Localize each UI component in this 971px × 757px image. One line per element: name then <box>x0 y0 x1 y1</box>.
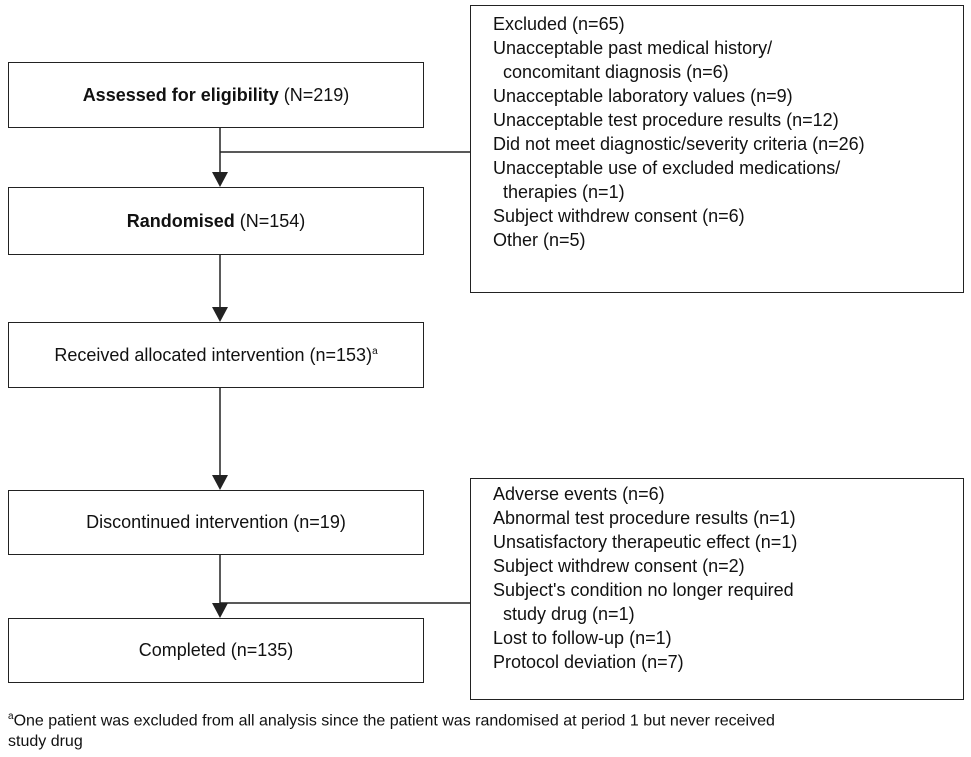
step-count: (N=154) <box>234 210 306 231</box>
footnote-marker: a <box>8 711 14 722</box>
reason-line: therapies (n=1) <box>503 182 625 202</box>
footnote-text: One patient was excluded from all analys… <box>13 712 775 730</box>
step-box: Assessed for eligibility (N=219) <box>8 62 424 128</box>
step-label: Randomised <box>126 210 235 231</box>
reason-line: Subject withdrew consent (n=2) <box>493 556 745 576</box>
footnote-marker: a <box>372 345 378 357</box>
reason-line: Did not meet diagnostic/severity criteri… <box>493 134 865 154</box>
reason-line: Unsatisfactory therapeutic effect (n=1) <box>493 532 798 552</box>
step-box: Received allocated intervention (n=153)a <box>8 322 424 388</box>
reason-line: Adverse events (n=6) <box>493 484 665 504</box>
footnote: aOne patient was excluded from all analy… <box>8 706 775 752</box>
reason-line: Abnormal test procedure results (n=1) <box>493 508 796 528</box>
reason-line: Unacceptable past medical history/ <box>493 38 773 58</box>
reason-line: Unacceptable laboratory values (n=9) <box>493 86 793 106</box>
discontinued-box: Adverse events (n=6) Abnormal test proced… <box>470 478 964 700</box>
step-label: Completed (n=135) <box>138 640 294 660</box>
reason-line: Protocol deviation (n=7) <box>493 652 684 672</box>
step-label: Discontinued intervention (n=19) <box>86 512 346 532</box>
reason-line: concomitant diagnosis (n=6) <box>503 62 729 82</box>
excluded-box: Excluded (n=65) Unacceptable past medical… <box>470 5 964 293</box>
reason-line: Excluded (n=65) <box>493 14 625 34</box>
step-label: Received allocated intervention (n=153) <box>54 344 373 365</box>
footnote-text: study drug <box>8 733 83 751</box>
reason-line: study drug (n=1) <box>503 604 635 624</box>
reason-line: Lost to follow-up (n=1) <box>493 628 672 648</box>
footnote-line: study drug <box>8 731 775 752</box>
reason-line: Other (n=5) <box>493 230 586 250</box>
step-label: Assessed for eligibility <box>82 84 279 105</box>
footnote-line: aOne patient was excluded from all analy… <box>8 706 775 731</box>
reason-line: Subject's condition no longer required <box>493 580 794 600</box>
step-box: Randomised (N=154) <box>8 187 424 255</box>
reason-line: Subject withdrew consent (n=6) <box>493 206 745 226</box>
reason-line: Unacceptable test procedure results (n=1… <box>493 110 839 130</box>
reason-line: Unacceptable use of excluded medications… <box>493 158 841 178</box>
step-box: Completed (n=135) <box>8 618 424 683</box>
step-count: (N=219) <box>278 84 350 105</box>
step-box: Discontinued intervention (n=19) <box>8 490 424 555</box>
